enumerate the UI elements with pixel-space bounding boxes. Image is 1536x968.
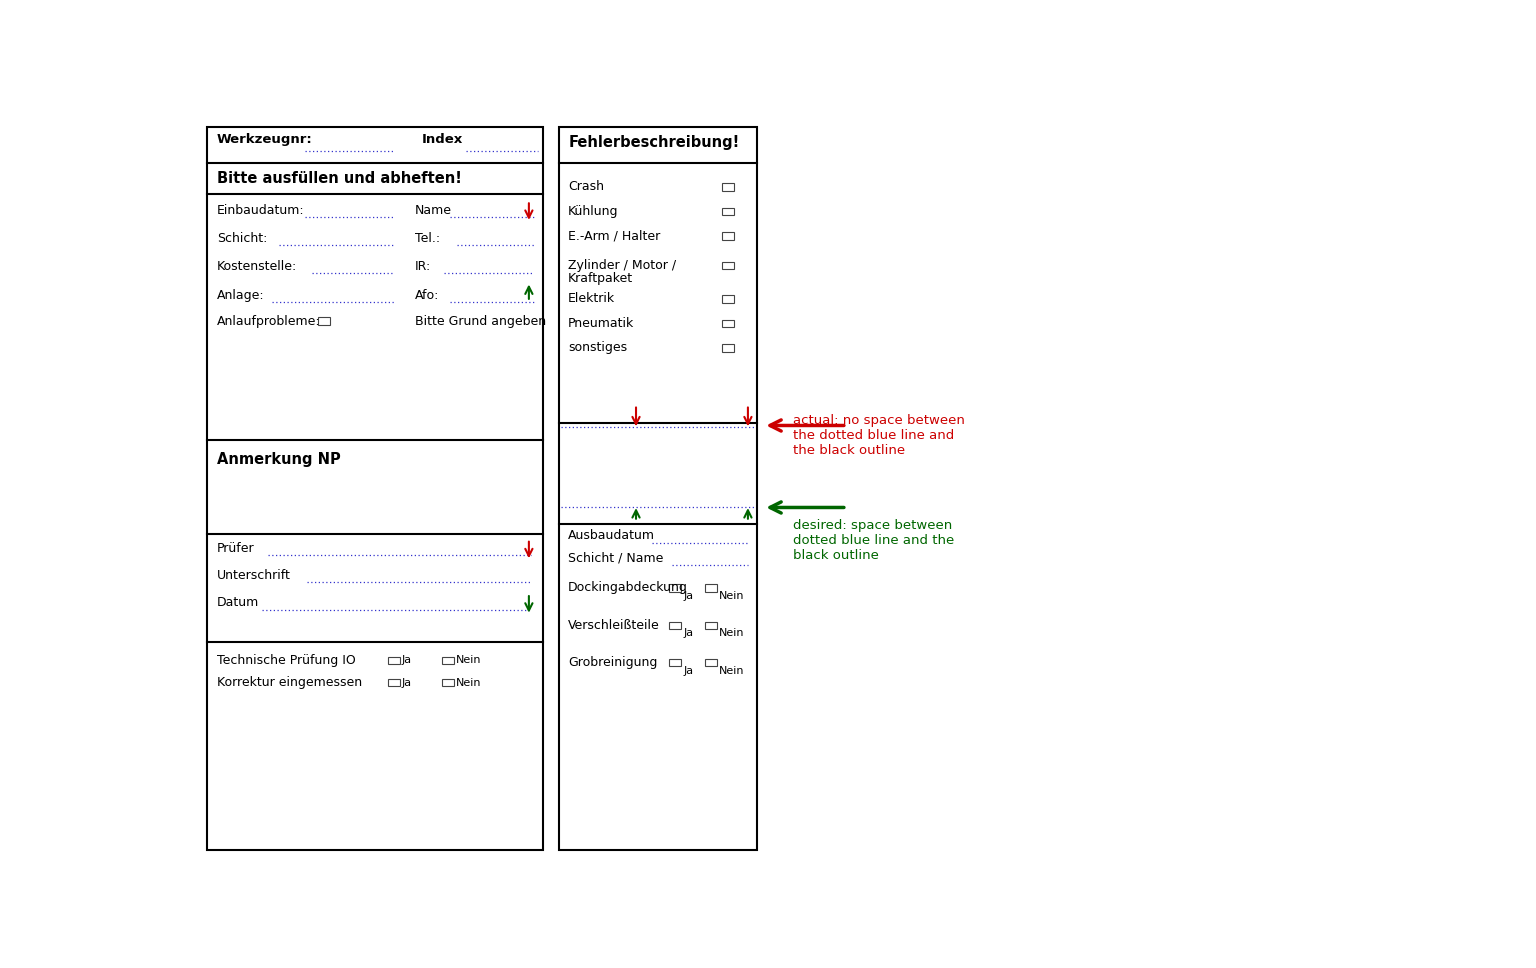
Text: Schicht:: Schicht: — [217, 232, 267, 245]
Text: E.-Arm / Halter: E.-Arm / Halter — [568, 229, 660, 243]
Bar — [722, 295, 734, 302]
Bar — [670, 585, 682, 591]
Text: Nein: Nein — [719, 591, 745, 601]
Bar — [722, 208, 734, 215]
Bar — [705, 621, 717, 629]
Text: Fehlerbeschreibung!: Fehlerbeschreibung! — [568, 136, 739, 150]
Text: Zylinder / Motor /: Zylinder / Motor / — [568, 258, 676, 272]
Text: Crash: Crash — [568, 180, 604, 194]
Text: Ausbaudatum: Ausbaudatum — [568, 529, 656, 542]
Bar — [442, 656, 455, 664]
Text: sonstiges: sonstiges — [568, 342, 627, 354]
Text: Nein: Nein — [456, 678, 482, 687]
Text: Grobreinigung: Grobreinigung — [568, 656, 657, 669]
Text: Dockingabdeckung: Dockingabdeckung — [568, 582, 688, 594]
Text: Nein: Nein — [719, 628, 745, 639]
Bar — [705, 585, 717, 591]
Bar — [318, 318, 330, 325]
Text: Kühlung: Kühlung — [568, 205, 619, 218]
Text: Schicht / Name: Schicht / Name — [568, 552, 664, 564]
Bar — [722, 183, 734, 191]
Text: Afo:: Afo: — [415, 288, 439, 302]
Text: Einbaudatum:: Einbaudatum: — [217, 203, 304, 217]
Text: Ja: Ja — [684, 666, 694, 676]
Text: Name: Name — [415, 203, 452, 217]
Text: Elektrik: Elektrik — [568, 292, 616, 305]
Bar — [722, 261, 734, 269]
Bar — [559, 128, 757, 850]
Bar — [389, 656, 401, 664]
Text: Anmerkung NP: Anmerkung NP — [217, 451, 341, 467]
Text: Technische Prüfung IO: Technische Prüfung IO — [217, 653, 356, 667]
Text: Nein: Nein — [719, 666, 745, 676]
Text: Ja: Ja — [684, 628, 694, 639]
Bar — [722, 345, 734, 351]
Text: Anlage:: Anlage: — [217, 288, 264, 302]
Bar — [722, 232, 734, 240]
Text: Nein: Nein — [456, 655, 482, 665]
Text: Prüfer: Prüfer — [217, 542, 255, 555]
Bar — [207, 128, 544, 850]
Text: IR:: IR: — [415, 260, 432, 273]
Text: Werkzeugnr:: Werkzeugnr: — [217, 133, 313, 146]
Text: Bitte ausfüllen und abheften!: Bitte ausfüllen und abheften! — [217, 171, 462, 186]
Text: Bitte Grund angeben: Bitte Grund angeben — [415, 315, 545, 327]
Bar — [722, 319, 734, 327]
Bar — [670, 659, 682, 666]
Text: Index: Index — [422, 133, 462, 146]
Text: Korrektur eingemessen: Korrektur eingemessen — [217, 676, 362, 689]
Bar — [442, 679, 455, 686]
Text: actual: no space between
the dotted blue line and
the black outline: actual: no space between the dotted blue… — [793, 414, 965, 457]
Text: Datum: Datum — [217, 596, 260, 610]
Text: Verschleißteile: Verschleißteile — [568, 619, 660, 632]
Text: Unterschrift: Unterschrift — [217, 569, 290, 582]
Text: Ja: Ja — [401, 655, 412, 665]
Bar — [389, 679, 401, 686]
Text: Anlaufprobleme:: Anlaufprobleme: — [217, 315, 321, 327]
Text: Kostenstelle:: Kostenstelle: — [217, 260, 298, 273]
Text: Pneumatik: Pneumatik — [568, 317, 634, 330]
Text: desired: space between
dotted blue line and the
black outline: desired: space between dotted blue line … — [793, 519, 954, 561]
Text: Tel.:: Tel.: — [415, 232, 439, 245]
Text: Kraftpaket: Kraftpaket — [568, 272, 633, 286]
Text: Ja: Ja — [684, 591, 694, 601]
Bar — [705, 659, 717, 666]
Text: Ja: Ja — [401, 678, 412, 687]
Bar — [670, 621, 682, 629]
